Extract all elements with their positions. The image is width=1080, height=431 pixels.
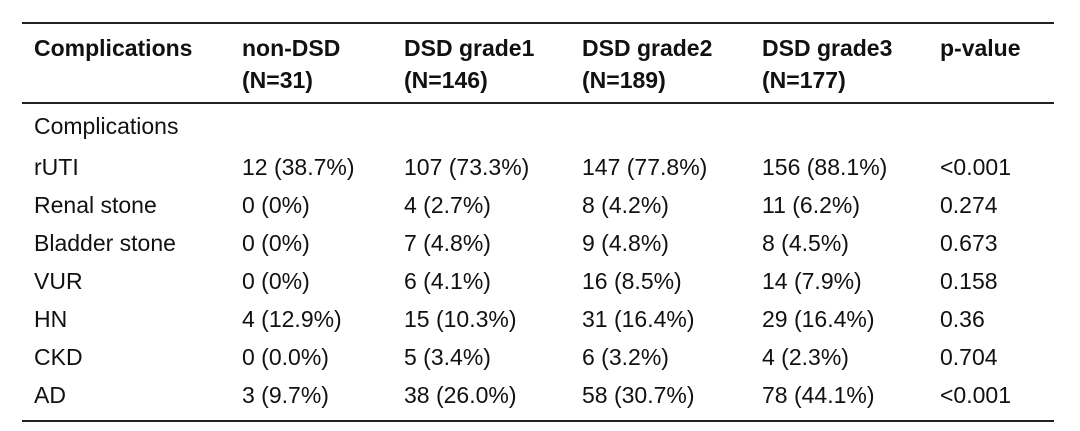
header-dsd-grade3-line1: DSD grade3 <box>762 35 893 61</box>
header-non-dsd: non-DSD (N=31) <box>242 24 404 102</box>
cell-dsd-grade1: 4 (2.7%) <box>404 192 491 218</box>
cell-p-value: 0.36 <box>940 306 985 332</box>
cell-p-value: 0.673 <box>940 230 998 256</box>
row-label: AD <box>34 382 66 408</box>
cell-dsd-grade1: 6 (4.1%) <box>404 268 491 294</box>
table-row: Renal stone 0 (0%) 4 (2.7%) 8 (4.2%) 11 … <box>22 186 1054 224</box>
cell-dsd-grade3: 8 (4.5%) <box>762 230 849 256</box>
cell-non-dsd: 3 (9.7%) <box>242 382 329 408</box>
cell-dsd-grade2: 31 (16.4%) <box>582 306 695 332</box>
cell-dsd-grade1: 107 (73.3%) <box>404 154 530 180</box>
cell-dsd-grade3: 29 (16.4%) <box>762 306 875 332</box>
table-bottom-rule <box>22 420 1054 422</box>
row-label: Renal stone <box>34 192 157 218</box>
header-dsd-grade1-line2: (N=146) <box>404 67 488 93</box>
cell-p-value: 0.704 <box>940 344 998 370</box>
cell-dsd-grade2: 6 (3.2%) <box>582 344 669 370</box>
cell-non-dsd: 12 (38.7%) <box>242 154 355 180</box>
complications-table-body: Complications rUTI 12 (38.7%) 107 (73.3%… <box>22 104 1054 414</box>
header-complications-line1: Complications <box>34 35 193 61</box>
header-dsd-grade1-line1: DSD grade1 <box>404 35 535 61</box>
table-header-rule <box>22 102 1054 104</box>
table-row: Bladder stone 0 (0%) 7 (4.8%) 9 (4.8%) 8… <box>22 224 1054 262</box>
cell-non-dsd: 0 (0%) <box>242 192 310 218</box>
header-non-dsd-line2: (N=31) <box>242 67 313 93</box>
cell-p-value: <0.001 <box>940 154 1011 180</box>
cell-dsd-grade2: 147 (77.8%) <box>582 154 708 180</box>
row-label: VUR <box>34 268 83 294</box>
header-complications: Complications <box>22 24 242 102</box>
cell-dsd-grade2: 58 (30.7%) <box>582 382 695 408</box>
cell-non-dsd: 0 (0%) <box>242 230 310 256</box>
header-non-dsd-line1: non-DSD <box>242 35 341 61</box>
cell-p-value: 0.158 <box>940 268 998 294</box>
cell-non-dsd: 0 (0%) <box>242 268 310 294</box>
header-dsd-grade2-line2: (N=189) <box>582 67 666 93</box>
cell-dsd-grade2: 8 (4.2%) <box>582 192 669 218</box>
cell-dsd-grade3: 4 (2.3%) <box>762 344 849 370</box>
cell-dsd-grade3: 156 (88.1%) <box>762 154 888 180</box>
cell-p-value: <0.001 <box>940 382 1011 408</box>
header-p-value: p-value <box>940 24 1054 102</box>
cell-dsd-grade3: 11 (6.2%) <box>762 192 861 218</box>
cell-dsd-grade1: 15 (10.3%) <box>404 306 517 332</box>
header-row: Complications non-DSD (N=31) DSD grade1 … <box>22 24 1054 102</box>
header-p-value-line1: p-value <box>940 35 1021 61</box>
section-label: Complications <box>34 113 179 139</box>
complications-table: Complications non-DSD (N=31) DSD grade1 … <box>22 24 1054 102</box>
row-label: HN <box>34 306 68 332</box>
cell-dsd-grade3: 14 (7.9%) <box>762 268 862 294</box>
table-row: HN 4 (12.9%) 15 (10.3%) 31 (16.4%) 29 (1… <box>22 300 1054 338</box>
cell-dsd-grade2: 9 (4.8%) <box>582 230 669 256</box>
section-row: Complications <box>22 104 1054 148</box>
cell-non-dsd: 4 (12.9%) <box>242 306 342 332</box>
table-row: rUTI 12 (38.7%) 107 (73.3%) 147 (77.8%) … <box>22 148 1054 186</box>
row-label: CKD <box>34 344 83 370</box>
header-dsd-grade3-line2: (N=177) <box>762 67 846 93</box>
header-dsd-grade2-line1: DSD grade2 <box>582 35 713 61</box>
row-label: rUTI <box>34 154 79 180</box>
table-top-rule <box>22 22 1054 24</box>
header-dsd-grade3: DSD grade3 (N=177) <box>762 24 940 102</box>
cell-non-dsd: 0 (0.0%) <box>242 344 329 370</box>
cell-dsd-grade1: 7 (4.8%) <box>404 230 491 256</box>
cell-dsd-grade2: 16 (8.5%) <box>582 268 682 294</box>
cell-dsd-grade3: 78 (44.1%) <box>762 382 875 408</box>
cell-p-value: 0.274 <box>940 192 998 218</box>
complications-table-container: Complications non-DSD (N=31) DSD grade1 … <box>22 22 1054 422</box>
table-row: AD 3 (9.7%) 38 (26.0%) 58 (30.7%) 78 (44… <box>22 376 1054 414</box>
row-label: Bladder stone <box>34 230 176 256</box>
cell-dsd-grade1: 5 (3.4%) <box>404 344 491 370</box>
header-dsd-grade2: DSD grade2 (N=189) <box>582 24 762 102</box>
table-row: CKD 0 (0.0%) 5 (3.4%) 6 (3.2%) 4 (2.3%) … <box>22 338 1054 376</box>
cell-dsd-grade1: 38 (26.0%) <box>404 382 517 408</box>
table-row: VUR 0 (0%) 6 (4.1%) 16 (8.5%) 14 (7.9%) … <box>22 262 1054 300</box>
header-dsd-grade1: DSD grade1 (N=146) <box>404 24 582 102</box>
